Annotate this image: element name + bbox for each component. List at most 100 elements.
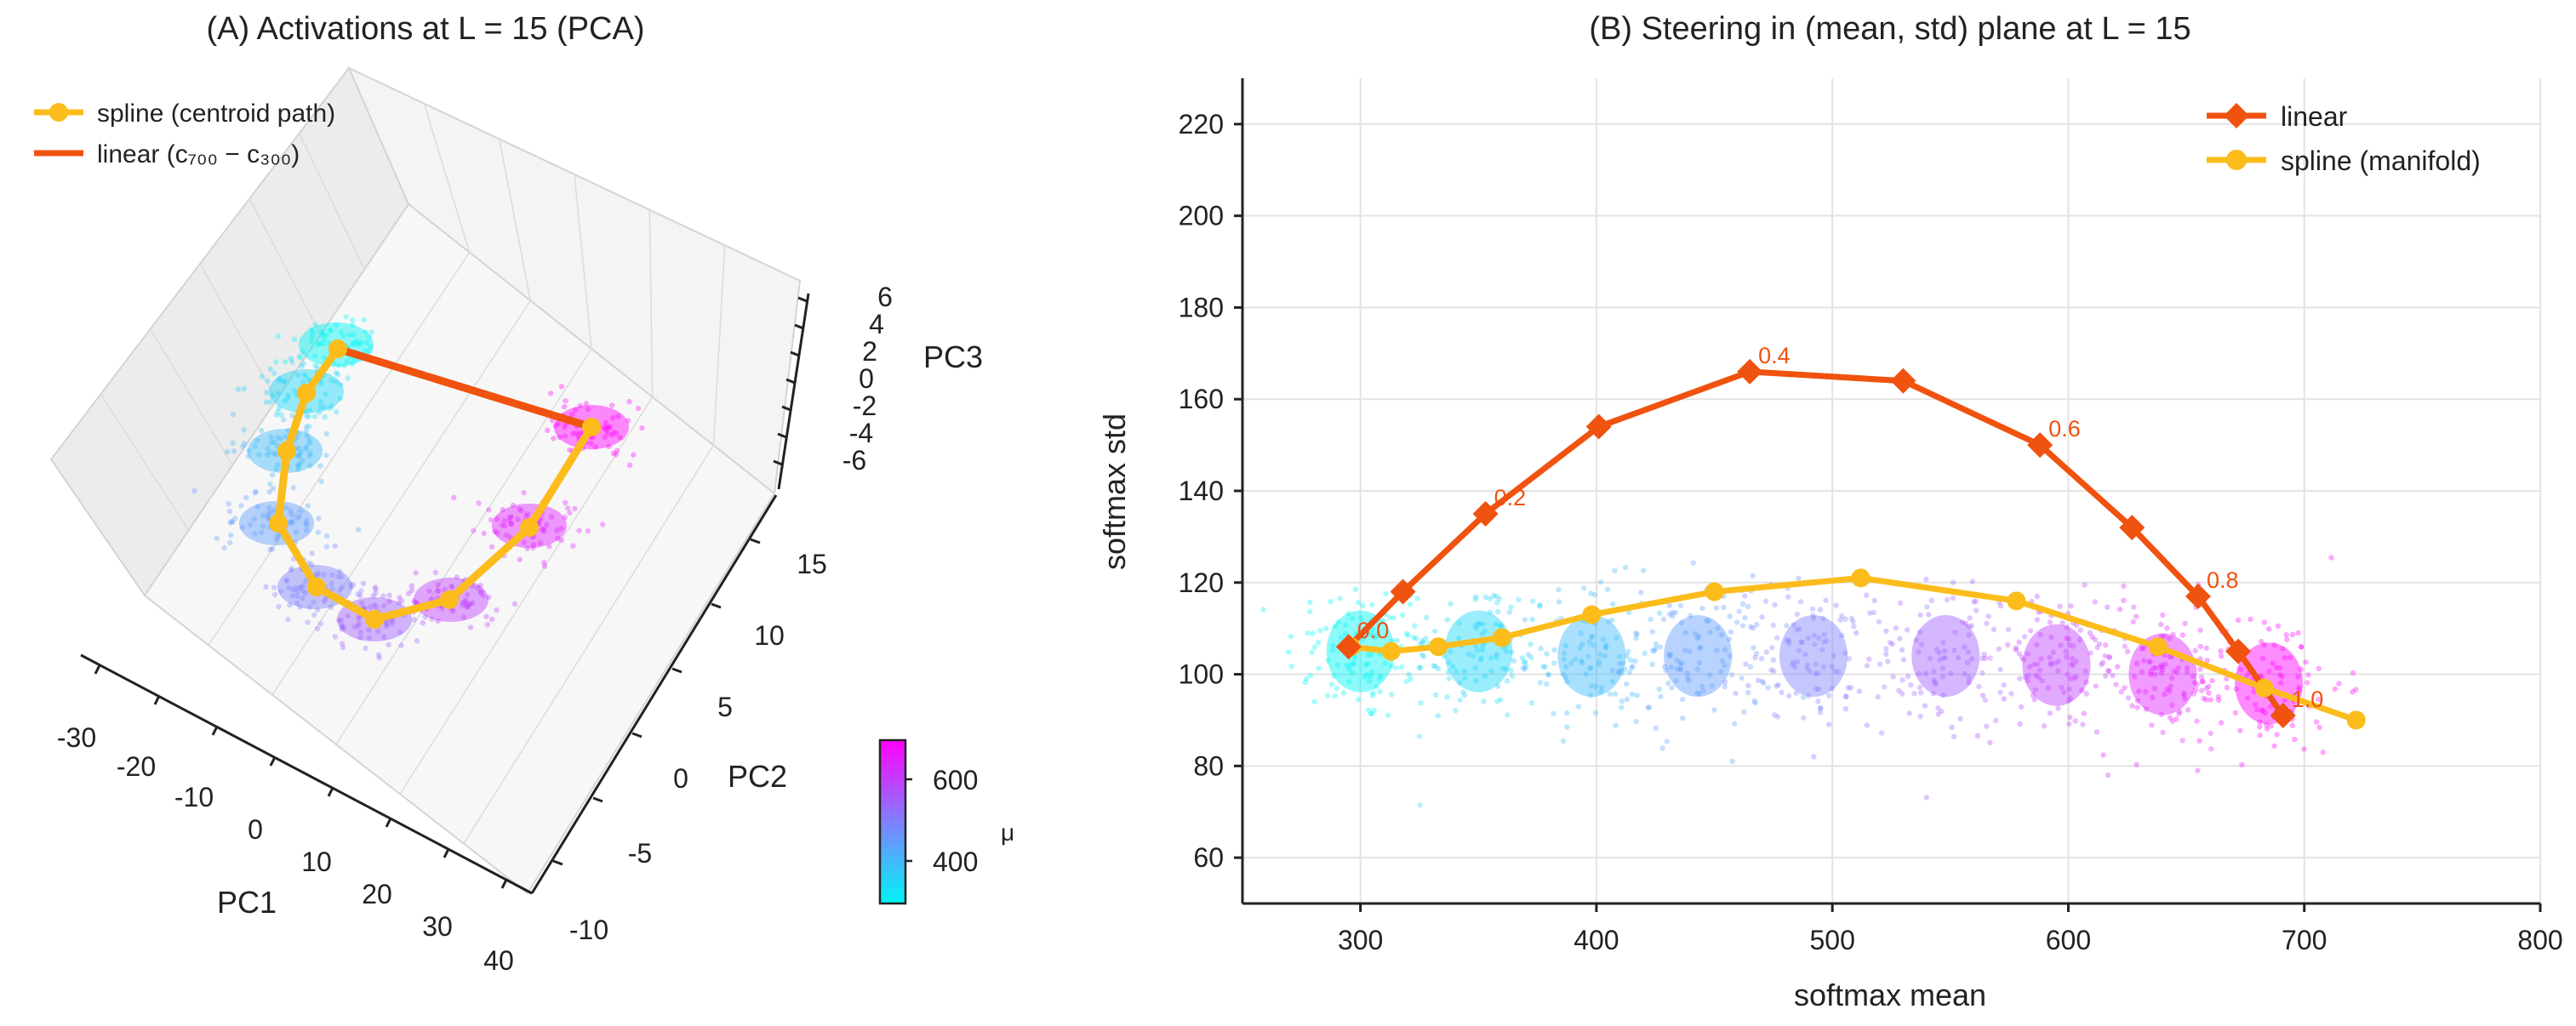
scatter-point [2192,647,2198,654]
scatter-point [1602,653,1608,659]
scatter-point-3d [271,439,277,445]
scatter-point [1696,691,1703,697]
scatter-point-3d [488,544,495,550]
scatter-point [1694,690,1700,696]
scatter-point-3d [554,527,560,533]
scatter-point [1784,637,1790,643]
scatter-point [1653,641,1659,647]
pc2-tick-label: 5 [717,692,733,722]
y-tick-label: 120 [1179,567,1224,598]
scatter-point [1332,693,1338,699]
scatter-point [2266,668,2272,675]
scatter-point [2204,658,2210,664]
scatter-point-3d [567,447,573,453]
scatter-point [1722,684,1728,690]
scatter-point-3d [300,349,306,355]
scatter-point [1310,630,1316,636]
scatter-point-3d [524,545,530,551]
scatter-point-3d [306,423,312,430]
scatter-point-3d [258,529,265,536]
scatter-point-3d [295,462,301,469]
scatter-point [2176,710,2182,717]
scatter-point-3d [317,463,323,469]
scatter-point [2031,697,2037,703]
scatter-point [1630,664,1636,670]
scatter-point [2141,658,2147,664]
scatter-point-3d [339,641,346,647]
scatter-point [1699,683,1705,689]
scatter-point [1626,670,1632,675]
scatter-point [2059,620,2065,626]
scatter-point [1916,649,1922,655]
scatter-point [1638,590,1644,596]
scatter-point-3d [303,522,310,528]
scatter-point [1876,661,1883,667]
scatter-point [2139,669,2145,675]
scatter-point-3d [380,602,387,609]
scatter-point [1736,608,1742,614]
scatter-point [2103,673,2109,679]
scatter-point-3d [283,577,289,583]
scatter-point-3d [486,507,492,513]
scatter-point [2013,647,2019,653]
scatter-point-3d [314,572,320,578]
scatter-point [1615,670,1621,676]
pane-gridline [712,245,726,446]
scatter-point-3d [358,600,365,607]
scatter-point [1981,651,1987,658]
scatter-point [1796,575,1802,582]
scatter-point [1950,579,1956,585]
scatter-point-3d [241,385,247,391]
scatter-point [1962,644,1968,650]
scatter-point [1815,686,1822,693]
scatter-point [1371,707,1377,714]
scatter-point-3d [515,516,521,522]
scatter-point-3d [562,515,568,521]
scatter-point-3d [414,600,420,606]
scatter-point-3d [267,481,273,487]
scatter-point [1456,680,1463,686]
scatter-point-3d [297,604,303,610]
scatter-point-3d [311,413,317,419]
scatter-point-3d [311,599,317,605]
scatter-point-3d [294,600,300,607]
scatter-point [1373,684,1379,690]
scatter-point-3d [277,436,284,442]
scatter-point [1656,686,1663,693]
scatter-point [2316,724,2322,731]
scatter-point [1538,646,1544,652]
pc1-tick [327,787,334,797]
scatter-point-3d [406,590,412,596]
scatter-point [1997,689,2003,696]
scatter-point [1805,636,1811,641]
scatter-point [1285,649,1292,655]
scatter-point [1368,710,1374,716]
pane-gridline [208,252,471,646]
x-tick-label: 300 [1338,925,1383,955]
scatter-point [1719,658,1726,664]
linear-marker [1890,368,1916,394]
y-tick-label: 180 [1179,292,1224,322]
scatter-point-3d [470,600,476,606]
scatter-point-3d [288,356,294,362]
scatter-point [1496,596,1503,602]
scatter-point [2148,669,2154,675]
scatter-point [1316,665,1322,671]
scatter-point [1812,641,1818,647]
scatter-point [2257,724,2263,730]
scatter-point [2048,660,2054,666]
scatter-point [1770,622,1776,629]
scatter-point [1747,664,1754,670]
scatter-point [1586,665,1593,671]
scatter-point [1864,722,1871,728]
pane-gridline [149,328,234,466]
scatter-point [1419,652,1425,658]
scatter-point [1564,679,1570,685]
scatter-point [2282,655,2288,661]
gridlines [1242,78,2541,903]
scatter-point [1693,630,1699,637]
scatter-point [1328,599,1334,605]
scatter-point-3d [278,412,284,418]
scatter-point [1984,723,1990,729]
